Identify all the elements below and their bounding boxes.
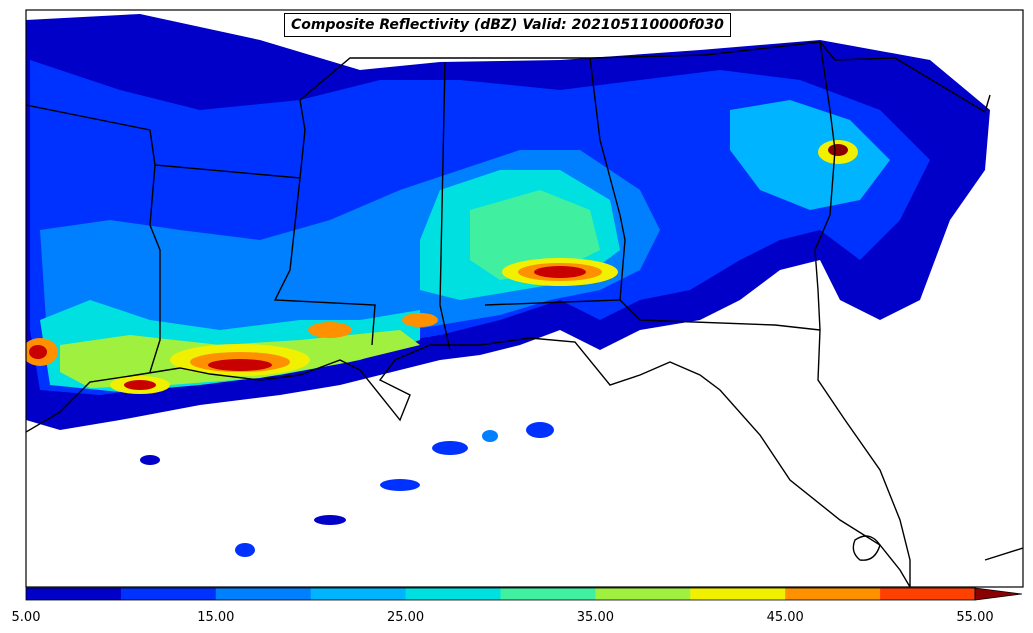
core-orange-6 bbox=[308, 322, 352, 338]
colorbar-tick-label: 15.00 bbox=[197, 610, 235, 625]
echo-green bbox=[470, 190, 600, 280]
core-red-4 bbox=[29, 345, 47, 359]
colorbar-tick-label: 45.00 bbox=[766, 610, 804, 625]
map-title: Composite Reflectivity (dBZ) Valid: 2021… bbox=[284, 13, 731, 37]
radar-echoes bbox=[26, 14, 990, 557]
colorbar-tick-label: 35.00 bbox=[576, 610, 614, 625]
colorbar-tick-label: 55.00 bbox=[956, 610, 994, 625]
colorbar-segment bbox=[310, 588, 407, 600]
colorbar-segment bbox=[690, 588, 786, 600]
gulf-cell-4 bbox=[380, 479, 420, 491]
colorbar-tick-label: 25.00 bbox=[386, 610, 425, 625]
lake-okeechobee bbox=[852, 535, 881, 561]
colorbar-segment bbox=[880, 588, 976, 600]
colorbar-segment bbox=[215, 588, 312, 600]
coastline bbox=[26, 329, 1023, 587]
colorbar-segment bbox=[120, 588, 217, 600]
plot-frame bbox=[25, 9, 1024, 588]
echo-cyan bbox=[730, 100, 890, 210]
gulf-cell-6 bbox=[314, 515, 346, 525]
colorbar-segment bbox=[500, 588, 596, 600]
core-red-3 bbox=[124, 380, 156, 390]
colorbar bbox=[25, 587, 1023, 601]
colorbar-segment bbox=[26, 588, 122, 600]
core-red-5 bbox=[828, 144, 848, 156]
gulf-cell-7 bbox=[140, 455, 160, 465]
core-red-1 bbox=[534, 266, 586, 278]
colorbar-segment bbox=[405, 588, 501, 600]
colorbar-segment bbox=[785, 588, 881, 600]
core-red-2 bbox=[208, 359, 272, 371]
gulf-cell-3 bbox=[432, 441, 468, 455]
map-borders bbox=[26, 41, 1023, 587]
state-boundaries bbox=[26, 41, 991, 373]
gulf-cell-5 bbox=[235, 543, 255, 557]
colorbar-segment bbox=[595, 588, 691, 600]
core-orange-7 bbox=[402, 313, 438, 327]
gulf-cell-2 bbox=[526, 422, 554, 438]
colorbar-extension bbox=[974, 587, 1023, 601]
colorbar-frame bbox=[25, 587, 976, 601]
colorbar-tick-label: 5.00 bbox=[11, 610, 41, 625]
gulf-cell-1 bbox=[482, 430, 498, 442]
